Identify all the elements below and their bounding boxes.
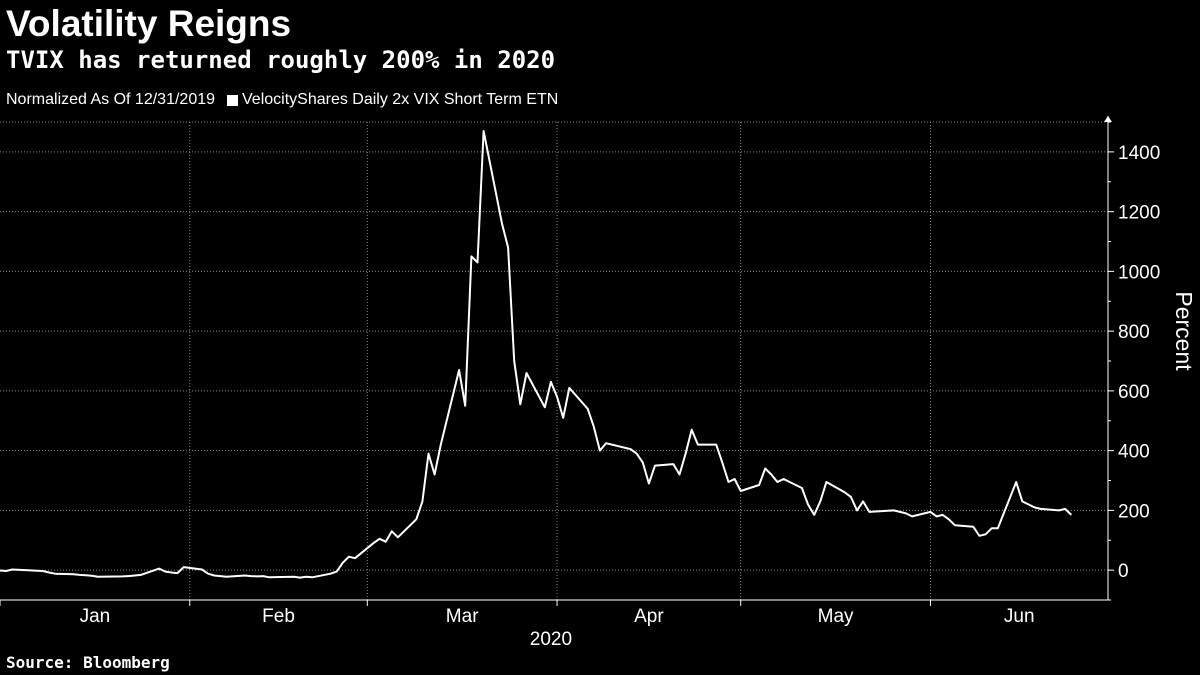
x-tick-label: Apr	[634, 606, 664, 627]
x-tick-label: Jun	[1004, 606, 1035, 627]
chart-title: Volatility Reigns	[6, 3, 292, 44]
legend-series-label: VelocityShares Daily 2x VIX Short Term E…	[242, 91, 559, 108]
y-axis-title: Percent	[1171, 291, 1197, 371]
grid-lines	[0, 121, 1108, 600]
axes	[0, 116, 1114, 606]
y-tick-label: 1000	[1118, 262, 1160, 283]
y-tick-label: 1400	[1118, 143, 1160, 164]
x-year-label: 2020	[530, 629, 572, 650]
series-line-tvix	[0, 130, 1072, 579]
source-note: Source: Bloomberg	[6, 653, 170, 672]
chart-subtitle: TVIX has returned roughly 200% in 2020	[6, 46, 556, 74]
y-tick-label: 200	[1118, 501, 1150, 522]
y-tick-label: 1200	[1118, 203, 1160, 224]
x-tick-label: Mar	[446, 606, 479, 627]
y-tick-label: 600	[1118, 382, 1150, 403]
y-tick-label: 400	[1118, 442, 1150, 463]
x-axis-labels: Jan Feb Mar Apr May Jun 2020	[80, 606, 1035, 650]
legend: Normalized As Of 12/31/2019 VelocityShar…	[6, 89, 558, 111]
x-tick-label: Feb	[262, 606, 295, 627]
legend-normalization-note: Normalized As Of 12/31/2019	[6, 91, 216, 108]
x-tick-label: May	[818, 606, 854, 627]
x-tick-label: Jan	[80, 606, 111, 627]
plot-area	[0, 130, 1072, 579]
y-axis-labels: 0 200 400 600 800 1000 1200 1400 Percent	[1118, 143, 1197, 582]
y-tick-label: 0	[1118, 561, 1129, 582]
legend-swatch	[227, 94, 239, 106]
y-axis-arrow	[1104, 116, 1112, 122]
y-tick-label: 800	[1118, 322, 1150, 343]
